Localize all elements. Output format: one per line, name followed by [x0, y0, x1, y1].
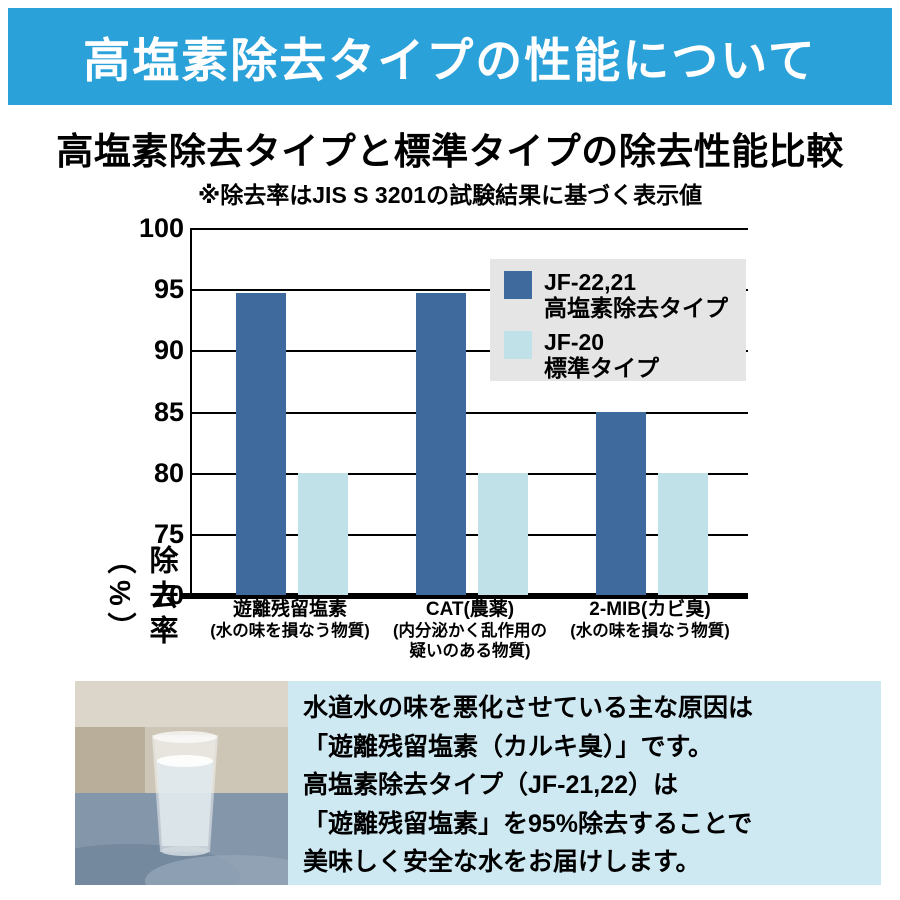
category-subtitle: 疑いのある物質)	[409, 642, 531, 660]
legend-swatch-1	[504, 331, 532, 359]
y-tick-label: 70	[153, 580, 184, 610]
category-subtitle: (内分泌かく乱作用の	[393, 622, 547, 640]
gridline	[192, 228, 748, 230]
gridline	[192, 411, 748, 414]
banner-title: 高塩素除去タイプの性能について	[83, 34, 817, 87]
x-category-label: 2-MIB(カビ臭) (水の味を損なう物質)	[535, 599, 765, 641]
category-name: 2-MIB(カビ臭)	[589, 599, 711, 620]
x-category-label: CAT(農薬) (内分泌かく乱作用の 疑いのある物質)	[355, 599, 585, 661]
gridline	[192, 533, 748, 536]
glass-of-water-illustration	[75, 681, 288, 885]
y-axis-label: 除去率（%）	[103, 545, 177, 650]
info-box: 水道水の味を悪化させている主な原因は 「遊離残留塩素（カルキ臭）」です。 高塩素…	[75, 681, 881, 885]
category-subtitle: (水の味を損なう物質)	[570, 622, 730, 640]
info-line: 高塩素除去タイプ（JF-21,22）は	[303, 771, 679, 799]
bar-high-removal-0	[236, 292, 286, 595]
bar-standard-1	[478, 472, 528, 595]
info-line: 「遊離残留塩素（カルキ臭）」です。	[303, 732, 714, 761]
legend-label-line1: JF-20	[544, 329, 605, 355]
legend-label-line2: 高塩素除去タイプ	[544, 295, 728, 321]
banner: 高塩素除去タイプの性能について	[8, 8, 892, 105]
heading-note: ※除去率はJIS S 3201の試験結果に基づく表示値	[197, 182, 703, 208]
x-category-label: 遊離残留塩素 (水の味を損なう物質)	[175, 599, 405, 641]
glass-of-water-photo	[75, 681, 288, 885]
category-name: 遊離残留塩素	[232, 599, 347, 620]
y-tick-label: 95	[153, 274, 184, 305]
info-line: 美味しく安全な水をお届けします。	[303, 848, 701, 876]
legend-item: JF-20 標準タイプ	[504, 329, 746, 381]
bar-standard-0	[298, 472, 348, 595]
gridline	[192, 350, 748, 353]
info-line: 水道水の味を悪化させている主な原因は	[303, 694, 754, 722]
category-name: CAT(農薬)	[425, 599, 515, 620]
bar-standard-2	[658, 472, 708, 595]
y-tick-label: 85	[153, 396, 184, 427]
bar-high-removal-1	[416, 292, 466, 595]
legend-item: JF-22,21 高塩素除去タイプ	[504, 269, 746, 321]
category-subtitle: (水の味を損なう物質)	[210, 622, 370, 640]
info-text: 水道水の味を悪化させている主な原因は 「遊離残留塩素（カルキ臭）」です。 高塩素…	[303, 689, 873, 882]
y-tick-label: 90	[153, 335, 184, 366]
y-tick-label: 75	[153, 518, 184, 549]
y-tick-label: 100	[138, 213, 184, 243]
plot-area: JF-22,21 高塩素除去タイプ JF-20 標準タイプ	[190, 228, 748, 595]
chart-legend: JF-22,21 高塩素除去タイプ JF-20 標準タイプ	[490, 259, 746, 381]
page-title: 高塩素除去タイプと標準タイプの除去性能比較	[56, 131, 844, 172]
legend-swatch-0	[504, 271, 532, 299]
x-axis-baseline	[182, 593, 748, 599]
bar-high-removal-2	[596, 411, 646, 595]
y-tick-label: 80	[153, 457, 184, 488]
legend-label-line1: JF-22,21	[544, 269, 637, 295]
bar-chart: 除去率（%） 100 95 90 85 80 75 70 JF-22,21 高塩素除去タイプ…	[0, 213, 900, 675]
gridline	[192, 472, 748, 475]
legend-label-line2: 標準タイプ	[544, 355, 659, 381]
info-line: 「遊離残留塩素」を95%除去することで	[303, 809, 753, 838]
gridline	[192, 289, 748, 292]
